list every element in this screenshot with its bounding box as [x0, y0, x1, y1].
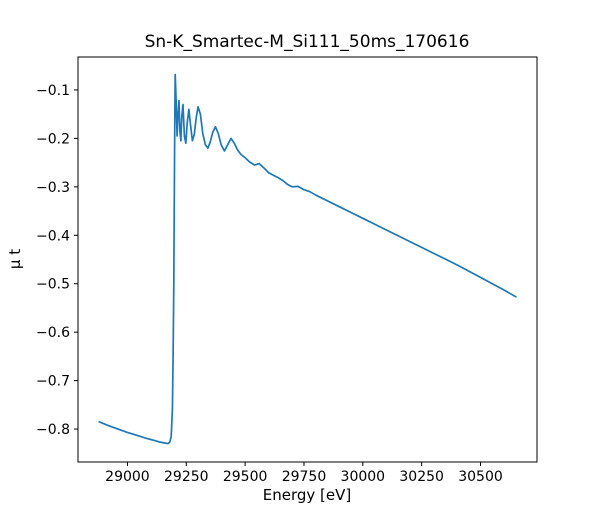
x-tick-label: 30250: [399, 469, 444, 485]
x-axis-label: Energy [eV]: [263, 486, 351, 504]
x-tick-label: 29000: [105, 469, 150, 485]
x-tick-label: 30500: [458, 469, 503, 485]
chart-title: Sn-K_Smartec-M_Si111_50ms_170616: [145, 32, 470, 52]
x-tick-label: 29250: [164, 469, 209, 485]
y-tick-label: −0.8: [36, 422, 70, 438]
y-tick-label: −0.7: [36, 374, 70, 390]
x-tick-label: 30000: [341, 469, 386, 485]
plot-area: [78, 57, 537, 462]
data-line: [98, 73, 517, 445]
y-tick-label: −0.5: [36, 277, 70, 293]
y-tick-label: −0.4: [36, 228, 70, 244]
y-tick-label: −0.1: [36, 83, 70, 99]
x-tick-label: 29500: [223, 469, 268, 485]
y-tick-label: −0.6: [36, 325, 70, 341]
x-tick-label: 29750: [282, 469, 327, 485]
y-axis-label: μ t: [6, 249, 24, 269]
y-tick-label: −0.2: [36, 131, 70, 147]
y-tick-label: −0.3: [36, 180, 70, 196]
plot-border: [77, 56, 538, 463]
